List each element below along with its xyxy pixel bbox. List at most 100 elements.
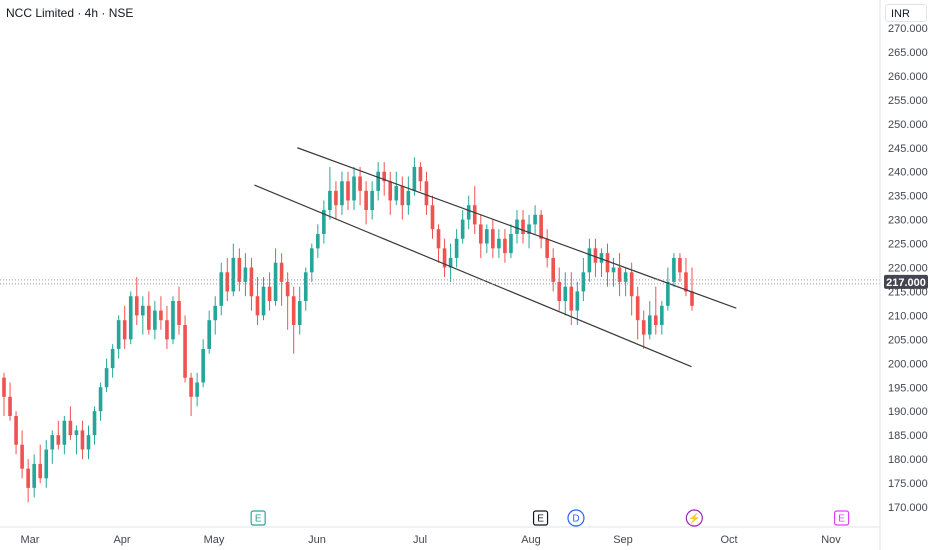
candle-body xyxy=(352,176,356,201)
y-tick-label: 255.000 xyxy=(888,95,928,107)
candle-body xyxy=(629,272,634,297)
candle-body xyxy=(328,190,332,211)
y-tick-label: 175.000 xyxy=(888,478,928,490)
y-tick-label: 185.000 xyxy=(888,430,928,442)
x-tick-label: Aug xyxy=(521,534,541,546)
candle-body xyxy=(44,449,49,479)
candle-body xyxy=(267,286,272,302)
y-tick-label: 190.000 xyxy=(888,406,928,418)
candle-body xyxy=(466,205,471,220)
candle-body xyxy=(80,430,85,450)
candle-body xyxy=(412,166,417,191)
y-tick-label: 235.000 xyxy=(888,191,928,203)
candle-body xyxy=(56,435,61,445)
candle-body xyxy=(575,291,580,311)
candle-body xyxy=(140,305,145,316)
x-tick-label: Mar xyxy=(21,534,40,546)
candle-body xyxy=(611,267,616,273)
event-marker-earnings-dark[interactable] xyxy=(532,510,549,526)
candle-body xyxy=(32,463,36,488)
candle-body xyxy=(472,205,477,225)
candle-body xyxy=(104,368,109,388)
y-tick-label: 250.000 xyxy=(888,119,928,131)
candle-body xyxy=(647,315,652,335)
candle-body xyxy=(454,238,459,258)
candle-body xyxy=(237,257,242,282)
candle-body xyxy=(478,224,483,244)
candle-body xyxy=(430,205,435,230)
candle-body xyxy=(128,296,133,340)
event-marker-label: E xyxy=(537,514,544,525)
candle-body xyxy=(116,320,121,349)
y-tick-label: 200.000 xyxy=(888,358,928,370)
x-tick-label: Jul xyxy=(413,534,427,546)
candle-body xyxy=(207,320,212,349)
candle-body xyxy=(309,248,314,273)
candle-body xyxy=(436,229,441,249)
candle-body xyxy=(521,219,525,234)
event-marker-split[interactable] xyxy=(685,509,703,527)
candle-body xyxy=(243,267,248,282)
candle-body xyxy=(334,190,338,206)
x-tick-label: Nov xyxy=(821,534,841,546)
candle-body xyxy=(503,238,507,254)
candle-body xyxy=(364,190,368,211)
trendline-lower[interactable] xyxy=(254,184,692,368)
candle-body xyxy=(110,348,115,369)
candle-body xyxy=(593,248,598,263)
candle-body xyxy=(50,435,55,450)
candle-body xyxy=(587,248,592,273)
y-tick-label: 205.000 xyxy=(888,334,928,346)
candle-body xyxy=(177,301,181,325)
candle-body xyxy=(690,291,694,306)
y-tick-label: 195.000 xyxy=(888,382,928,394)
candle-body xyxy=(195,382,199,397)
candle-body xyxy=(183,324,187,378)
candle-body xyxy=(581,272,586,292)
candle-body xyxy=(617,267,622,282)
candle-body xyxy=(153,310,157,330)
candle-body xyxy=(376,171,380,191)
y-tick-label: 225.000 xyxy=(888,239,928,251)
candle-body xyxy=(527,224,531,234)
x-tick-label: Apr xyxy=(113,534,130,546)
candle-body xyxy=(8,396,12,416)
candle-body xyxy=(316,233,320,249)
currency-selector[interactable]: INR xyxy=(885,4,927,22)
candle-body xyxy=(147,305,151,330)
candle-body xyxy=(666,281,670,306)
candle-body xyxy=(171,301,175,340)
candle-body xyxy=(68,420,73,436)
event-marker-earnings[interactable] xyxy=(250,510,266,526)
candle-body xyxy=(406,190,411,206)
x-tick-label: May xyxy=(204,534,225,546)
candle-body xyxy=(231,257,236,292)
candle-body xyxy=(557,281,562,302)
candle-body xyxy=(442,248,447,268)
candle-body xyxy=(213,305,218,321)
candle-body xyxy=(273,262,278,302)
candle-body xyxy=(497,238,501,249)
candle-body xyxy=(672,257,676,282)
candle-body xyxy=(92,411,97,436)
event-marker-dividend[interactable] xyxy=(567,509,585,527)
event-marker-label: E xyxy=(255,514,262,525)
candle-body xyxy=(491,229,495,249)
y-tick-label: 260.000 xyxy=(888,71,928,83)
candle-body xyxy=(122,320,127,340)
candle-body xyxy=(297,301,302,325)
candle-body xyxy=(279,262,284,282)
candle-body xyxy=(225,272,230,292)
candle-body xyxy=(134,296,139,316)
candle-body xyxy=(684,272,688,292)
event-marker-future[interactable] xyxy=(833,510,850,526)
candle-body xyxy=(346,181,350,201)
candle-body xyxy=(261,286,266,316)
trendline-upper[interactable] xyxy=(297,147,737,309)
candle-body xyxy=(635,296,640,321)
x-tick-label: Oct xyxy=(720,534,737,546)
candle-body xyxy=(539,214,543,239)
y-tick-label: 230.000 xyxy=(888,215,928,227)
candle-body xyxy=(189,377,193,397)
